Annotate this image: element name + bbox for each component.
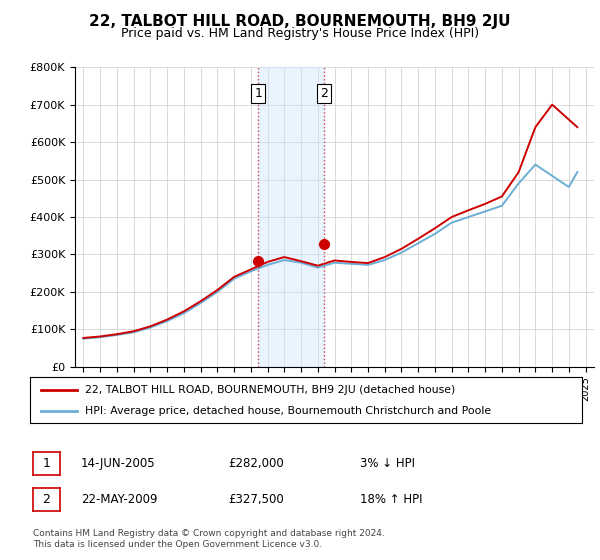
- Text: 18% ↑ HPI: 18% ↑ HPI: [360, 493, 422, 506]
- Text: 22, TALBOT HILL ROAD, BOURNEMOUTH, BH9 2JU: 22, TALBOT HILL ROAD, BOURNEMOUTH, BH9 2…: [89, 14, 511, 29]
- Text: 22, TALBOT HILL ROAD, BOURNEMOUTH, BH9 2JU (detached house): 22, TALBOT HILL ROAD, BOURNEMOUTH, BH9 2…: [85, 385, 455, 395]
- Text: £282,000: £282,000: [228, 457, 284, 470]
- Text: Contains HM Land Registry data © Crown copyright and database right 2024.: Contains HM Land Registry data © Crown c…: [33, 529, 385, 538]
- Text: 3% ↓ HPI: 3% ↓ HPI: [360, 457, 415, 470]
- Text: Price paid vs. HM Land Registry's House Price Index (HPI): Price paid vs. HM Land Registry's House …: [121, 27, 479, 40]
- Text: 1: 1: [43, 457, 50, 470]
- Text: 2: 2: [43, 493, 50, 506]
- Text: HPI: Average price, detached house, Bournemouth Christchurch and Poole: HPI: Average price, detached house, Bour…: [85, 407, 491, 416]
- Text: This data is licensed under the Open Government Licence v3.0.: This data is licensed under the Open Gov…: [33, 540, 322, 549]
- Bar: [259, 67, 324, 367]
- Text: 14-JUN-2005: 14-JUN-2005: [81, 457, 155, 470]
- Text: 2: 2: [320, 87, 328, 100]
- Text: £327,500: £327,500: [228, 493, 284, 506]
- Text: 1: 1: [254, 87, 262, 100]
- Text: 22-MAY-2009: 22-MAY-2009: [81, 493, 157, 506]
